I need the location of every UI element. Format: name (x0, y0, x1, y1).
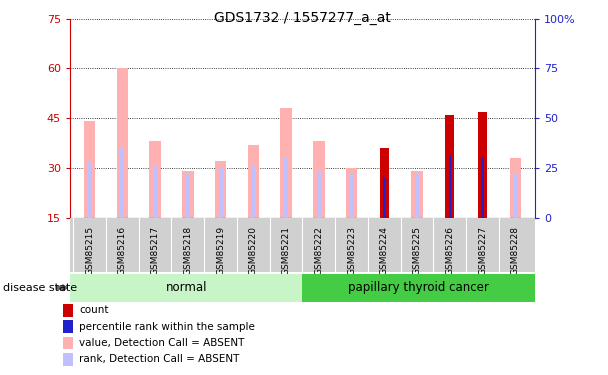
Bar (70, 274, 302, 302)
Bar (153, 166, 157, 218)
Bar (63, 336, 73, 350)
Bar (482, 158, 484, 218)
Bar (84, 122, 95, 218)
Bar (63, 320, 73, 333)
Bar (445, 115, 454, 218)
Bar (215, 161, 226, 218)
Text: GSM85224: GSM85224 (380, 226, 389, 274)
Bar (302, 274, 535, 302)
Bar (117, 68, 128, 218)
Bar (284, 158, 288, 218)
Text: percentile rank within the sample: percentile rank within the sample (79, 321, 255, 332)
Text: GSM85218: GSM85218 (184, 226, 192, 275)
Text: GSM85217: GSM85217 (151, 226, 159, 275)
Bar (415, 174, 419, 217)
Bar (186, 174, 190, 217)
Bar (449, 156, 451, 218)
Text: GSM85225: GSM85225 (413, 226, 421, 274)
Bar (88, 162, 92, 218)
Text: GDS1732 / 1557277_a_at: GDS1732 / 1557277_a_at (214, 11, 391, 25)
Text: GSM85216: GSM85216 (118, 226, 127, 275)
Text: GSM85226: GSM85226 (446, 226, 454, 274)
Bar (513, 174, 517, 217)
Text: GSM85220: GSM85220 (249, 226, 258, 274)
Text: GSM85222: GSM85222 (314, 226, 323, 274)
Bar (313, 141, 325, 218)
Text: normal: normal (165, 281, 207, 294)
Text: GSM85221: GSM85221 (282, 226, 291, 274)
Text: rank, Detection Call = ABSENT: rank, Detection Call = ABSENT (79, 354, 240, 364)
Text: papillary thyroid cancer: papillary thyroid cancer (348, 281, 489, 294)
Text: GSM85223: GSM85223 (347, 226, 356, 274)
Bar (380, 148, 389, 217)
Bar (120, 148, 124, 217)
Bar (247, 145, 259, 218)
Text: count: count (79, 305, 109, 315)
Bar (383, 178, 385, 218)
Bar (412, 171, 423, 217)
Bar (63, 304, 73, 316)
Bar (63, 353, 73, 366)
Bar (510, 158, 521, 218)
Text: GSM85227: GSM85227 (478, 226, 487, 274)
Text: GSM85219: GSM85219 (216, 226, 225, 275)
Text: GSM85215: GSM85215 (85, 226, 94, 275)
Bar (478, 111, 487, 218)
Text: GSM85228: GSM85228 (511, 226, 520, 274)
Text: value, Detection Call = ABSENT: value, Detection Call = ABSENT (79, 338, 244, 348)
Bar (219, 168, 223, 217)
Bar (182, 171, 193, 217)
Bar (346, 168, 358, 217)
Bar (150, 141, 161, 218)
Bar (317, 172, 321, 217)
Bar (251, 166, 255, 218)
Text: disease state: disease state (3, 283, 77, 293)
Bar (350, 174, 354, 217)
Bar (280, 108, 292, 218)
